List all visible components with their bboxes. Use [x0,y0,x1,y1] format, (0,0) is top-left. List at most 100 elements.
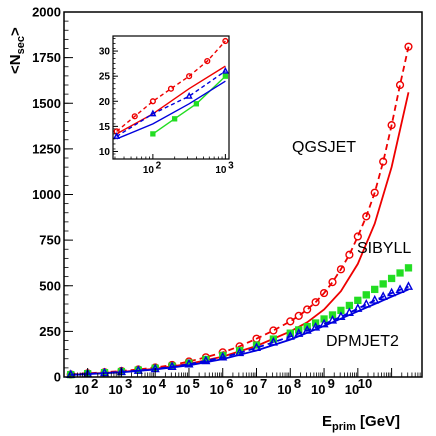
inset-y-tick-label: 10 [99,147,111,158]
main-y-tick-label: 750 [39,233,61,248]
main-y-tick-label: 1000 [32,187,61,202]
main-series-2-point [379,280,387,288]
annotation-dpmjet2: DPMJET2 [326,333,399,350]
x-axis-title-unit: [GeV] [356,413,400,430]
inset-y-tick-label: 25 [99,72,111,83]
main-x-tick-exponent: 5 [192,376,199,391]
inset-series-0-point [222,37,229,45]
main-y-tick-label: 2000 [32,5,61,20]
inset-series-2-point [193,101,200,107]
main-series-0-line [70,46,410,376]
inset-series-0-point [149,98,156,105]
inset-x-tick-label: 10 [215,165,227,176]
main-x-tick-label: 10 [277,382,291,397]
annotation-qgsjet: QGSJET [292,139,356,156]
main-y-tick-label: 250 [39,324,61,339]
main-series-0-point [345,250,354,259]
main-y-tick-label: 1750 [32,50,61,65]
main-series-0-point [362,212,371,221]
inset-series-3-line [116,70,226,137]
inset-series-0-line [116,40,226,132]
main-series-2-point [362,291,370,299]
main-series-3-point [370,294,380,304]
main-x-tick-exponent: 8 [294,376,301,391]
main-series-3-point [167,361,177,371]
inset-plot-marks [113,37,229,140]
main-series-2-point [404,264,413,272]
main-series-3-line [70,285,409,376]
main-x-tick-exponent: 2 [91,376,98,391]
main-series-3-point [378,291,388,300]
x-axis-title-main: E [322,413,332,430]
y-axis-title-sub: sec [15,36,27,54]
main-series-0-point [311,298,320,307]
main-y-tick-label: 1500 [32,96,61,111]
main-x-tick-label: 10 [345,382,359,397]
main-x-tick-exponent: 7 [260,376,267,391]
main-series-0-point [404,42,413,51]
inset-series-3-point [221,66,229,74]
y-axis-title: <Nsec> [7,27,27,74]
inset-y-tick-label: 30 [99,47,111,58]
main-series-2-point [328,311,337,319]
inset-series-2-point [171,116,178,122]
main-series-0-point [286,317,295,326]
inset-y-tick-label: 20 [99,97,111,108]
x-axis-title-sub: prim [332,421,356,433]
main-series-0-point [353,232,362,241]
x-axis-title: Eprim [GeV] [322,413,400,433]
main-series-2-point [387,274,396,283]
main-x-tick-exponent: 4 [159,376,167,391]
main-x-tick-label: 10 [311,382,325,397]
main-series-0-point [269,326,278,335]
main-series-3-point [184,358,194,368]
inset-series-0-point [204,58,211,65]
main-x-tick-label: 10 [142,382,156,397]
svg-text:<Nsec>: <Nsec> [7,27,27,74]
main-y-tick-label: 1250 [32,141,61,156]
main-series-4-line [70,288,409,376]
inset-series-3-point [149,109,157,117]
main-series-0-point [379,157,388,166]
inset-series-0-point [167,85,175,92]
main-x-tick-exponent: 6 [226,376,233,391]
y-axis-title-close: > [7,27,24,36]
inset-x-tick-exponent: 3 [228,161,234,172]
main-series-0-point [395,80,405,90]
main-x-tick-exponent: 10 [358,376,372,391]
main-series-0-point [294,311,303,320]
annotation-sibyll: SIBYLL [357,240,411,257]
main-x-tick-label: 10 [108,382,122,397]
main-x-tick-label: 10 [210,382,224,397]
main-series-0-point [387,121,396,130]
main-series-3-point [403,281,414,290]
main-series-2-point [396,269,404,277]
inset-series-0-point [131,113,138,120]
inset-series-0-point [186,73,193,80]
y-axis-title-open: <N [7,54,24,74]
main-series-2-point [371,285,379,294]
inset-series-4-line [116,80,226,140]
main-x-tick-label: 10 [176,382,190,397]
main-x-tick-exponent: 3 [125,376,132,391]
inset-series-2-point [222,73,229,79]
inset-background [113,36,229,159]
main-series-2-point [354,296,362,305]
main-x-tick-label: 10 [75,382,89,397]
inset-frame [112,35,230,160]
main-series-3-point [387,287,397,297]
main-y-tick-label: 0 [54,370,61,385]
main-series-0-point [370,188,379,197]
main-series-3-point [201,355,211,365]
main-series-0-point [319,288,329,298]
main-series-0-point [303,305,312,314]
inset-x-tick-exponent: 2 [156,161,162,172]
main-x-tick-label: 10 [243,382,257,397]
inset-y-tick-label: 15 [99,122,111,133]
inset-x-tick-label: 10 [143,165,155,176]
inset-series-2-point [150,131,156,137]
